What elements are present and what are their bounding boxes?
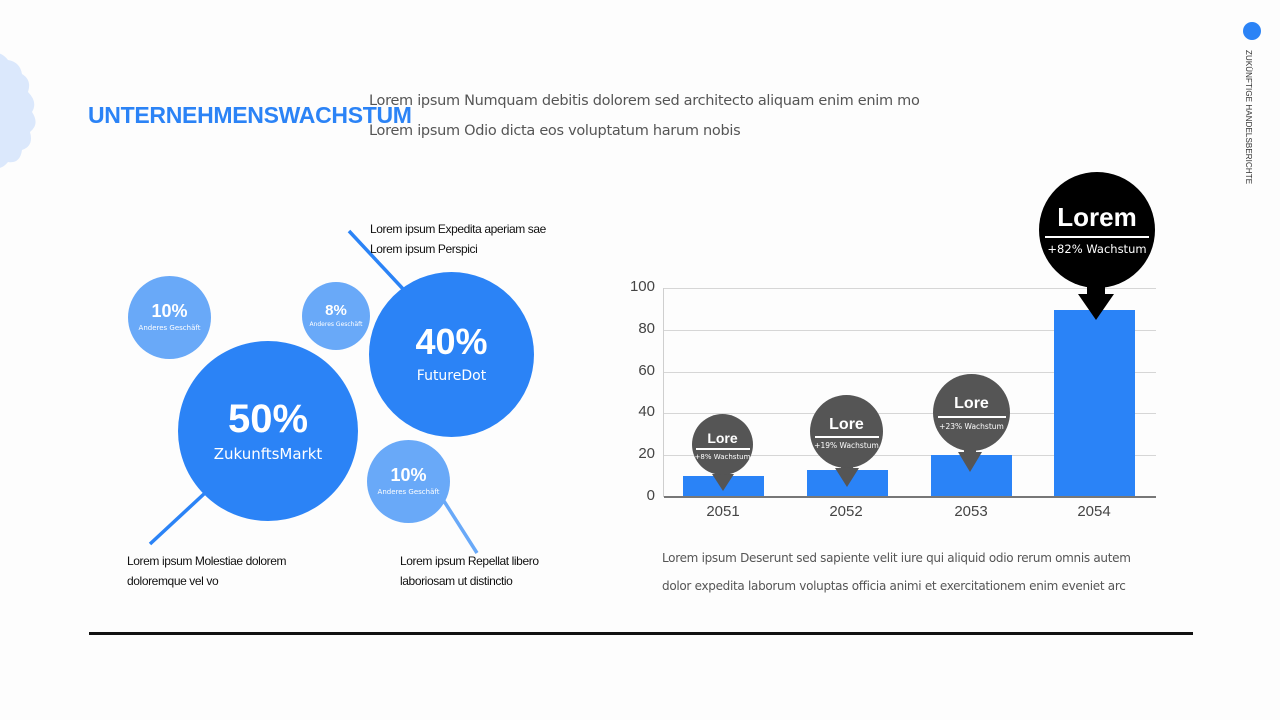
callout-rule — [814, 436, 879, 438]
bubble-pct: 40% — [415, 321, 488, 363]
bubble-pct: 10% — [390, 465, 427, 486]
intro-text: Lorem ipsum Numquam debitis dolorem sed … — [369, 86, 920, 146]
note-bottom-left: Lorem ipsum Molestiae dolorem doloremque… — [127, 551, 287, 591]
y-axis-line — [663, 288, 664, 497]
bar-2054 — [1054, 310, 1135, 497]
bubble-label: ZukunftsMarkt — [213, 445, 323, 463]
y-tick: 60 — [638, 362, 655, 379]
note-bottom-right: Lorem ipsum Repellat libero laboriosam u… — [400, 551, 539, 591]
bubble-label: Anderes Geschäft — [377, 488, 440, 497]
callout-rule — [937, 416, 1006, 418]
note-line: doloremque vel vo — [127, 574, 219, 588]
note-line: laboriosam ut distinctio — [400, 574, 513, 588]
bubble-label: Anderes Geschäft — [138, 324, 201, 333]
bubble-futuredot: 40% FutureDot — [369, 272, 534, 437]
bubble-anderes-geschaeft-2: 8% Anderes Geschäft — [302, 282, 370, 350]
gridline — [664, 455, 1156, 456]
bubble-anderes-geschaeft-1: 10% Anderes Geschäft — [128, 276, 211, 359]
footer-divider — [89, 632, 1193, 635]
callout-text: +23% Wachstum — [939, 421, 1004, 431]
callout-text: +8% Wachstum — [694, 452, 751, 461]
y-tick: 80 — [638, 320, 655, 337]
callout-title: Lorem — [1057, 202, 1137, 232]
chart-description: Lorem ipsum Deserunt sed sapiente velit … — [662, 544, 1131, 600]
note-line: Lorem ipsum Perspici — [370, 242, 478, 256]
gridline — [664, 372, 1156, 373]
x-tick: 2051 — [706, 503, 740, 520]
x-tick: 2054 — [1077, 503, 1111, 520]
bubble-zukunftsmarkt: 50% ZukunftsMarkt — [178, 341, 358, 521]
bubble-label: Anderes Geschäft — [309, 321, 363, 329]
callout-2052: Lore +19% Wachstum — [810, 395, 883, 468]
callout-2053: Lore +23% Wachstum — [933, 374, 1010, 451]
intro-line-2: Lorem ipsum Odio dicta eos voluptatum ha… — [369, 123, 741, 139]
gridline — [664, 413, 1156, 414]
bubble-anderes-geschaeft-3: 10% Anderes Geschäft — [367, 440, 450, 523]
intro-line-1: Lorem ipsum Numquam debitis dolorem sed … — [369, 93, 920, 109]
bubble-label: FutureDot — [416, 368, 487, 385]
y-tick: 40 — [638, 403, 655, 420]
decorative-scallop-shape — [0, 53, 36, 168]
bubble-pct: 8% — [325, 302, 347, 320]
callout-2051: Lore +8% Wachstum — [692, 414, 753, 475]
gridline — [664, 288, 1156, 289]
callout-2054: Lorem +82% Wachstum — [1039, 172, 1155, 288]
callout-title: Lore — [707, 430, 738, 446]
side-dot-icon — [1243, 22, 1261, 40]
page-title: UNTERNEHMENSWACHSTUM — [88, 102, 412, 128]
note-line: Lorem ipsum Repellat libero — [400, 554, 539, 568]
x-axis-line — [664, 496, 1156, 498]
bar-chart: 100 80 60 40 20 0 2051 2052 2053 2054 Lo… — [620, 170, 1180, 530]
bubble-pct: 50% — [227, 397, 309, 441]
x-tick: 2053 — [954, 503, 988, 520]
y-tick: 20 — [638, 445, 655, 462]
y-tick: 100 — [629, 278, 655, 295]
callout-rule — [1045, 236, 1149, 238]
gridline — [664, 330, 1156, 331]
chart-description-line: dolor expedita laborum voluptas officia … — [662, 579, 1126, 593]
callout-text: +19% Wachstum — [814, 440, 879, 450]
note-line: Lorem ipsum Molestiae dolorem — [127, 554, 287, 568]
chart-description-line: Lorem ipsum Deserunt sed sapiente velit … — [662, 551, 1131, 565]
bubble-pct: 10% — [151, 301, 188, 322]
y-tick: 0 — [646, 487, 655, 504]
callout-title: Lore — [829, 416, 864, 433]
x-tick: 2052 — [829, 503, 863, 520]
callout-text: +82% Wachstum — [1047, 241, 1147, 256]
callout-rule — [695, 448, 750, 450]
side-label: ZUKÜNFTIGE HANDELSBERICHTE — [1244, 50, 1253, 185]
note-top: Lorem ipsum Expedita aperiam sae Lorem i… — [370, 219, 546, 259]
callout-title: Lore — [954, 395, 989, 412]
note-line: Lorem ipsum Expedita aperiam sae — [370, 222, 546, 236]
